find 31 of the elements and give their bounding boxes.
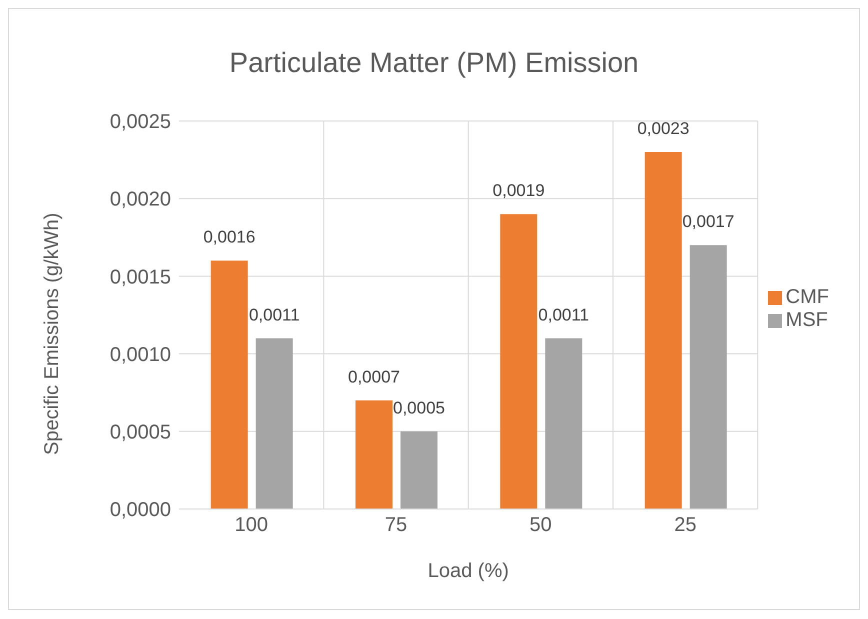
- y-tick-label: 0,0025: [110, 111, 171, 134]
- data-label: 0,0005: [392, 398, 445, 418]
- x-tick-label: 50: [530, 514, 552, 536]
- bar: [400, 431, 438, 509]
- chart-title: Particulate Matter (PM) Emission: [228, 47, 640, 79]
- data-label: 0,0019: [492, 181, 545, 200]
- x-tick-label: 25: [674, 514, 696, 536]
- bar: [210, 260, 248, 509]
- data-label: 0,0017: [682, 212, 734, 232]
- data-label: 0,0007: [348, 367, 400, 386]
- y-tick-label: 0,0005: [110, 422, 171, 444]
- legend-label: CMF: [786, 286, 829, 308]
- bar: [256, 338, 293, 509]
- y-tick-label: 0,0000: [110, 499, 171, 522]
- bar: [644, 152, 682, 509]
- x-tick-label: 75: [384, 514, 408, 536]
- data-label: 0,0011: [538, 305, 590, 324]
- y-tick-label: 0,0010: [110, 344, 171, 366]
- data-label: 0,0011: [248, 305, 300, 324]
- data-label: 0,0016: [203, 228, 256, 247]
- bar: [690, 245, 727, 509]
- x-axis-title: Load (%): [428, 560, 509, 582]
- data-label: 0,0023: [637, 119, 690, 138]
- y-tick-label: 0,0020: [110, 188, 171, 211]
- bar: [355, 400, 392, 509]
- bar: [500, 214, 538, 509]
- x-tick-label: 100: [234, 514, 268, 536]
- y-axis-title: Specific Emissions (g/kWh): [41, 212, 64, 455]
- legend-label: MSF: [786, 309, 828, 331]
- bar: [545, 338, 582, 509]
- y-tick-label: 0,0015: [110, 266, 171, 288]
